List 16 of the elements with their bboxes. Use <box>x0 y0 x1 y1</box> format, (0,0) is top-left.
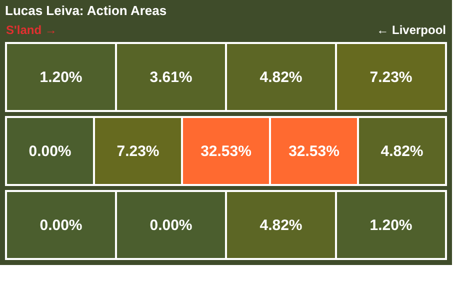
data-label: 3.61% <box>150 69 192 86</box>
data-label: 4.82% <box>260 217 302 234</box>
data-label: 0.00% <box>28 143 72 160</box>
text: Lucas Leiva: Action Areas <box>5 3 167 18</box>
data-label: 7.23% <box>370 69 412 86</box>
data-label: 0.00% <box>150 217 192 234</box>
data-label: 7.23% <box>116 143 160 160</box>
data-label: 32.53% <box>288 143 340 160</box>
data-label: 1.20% <box>40 69 82 86</box>
data-label: 0.00% <box>40 217 82 234</box>
data-label: 32.53% <box>200 143 252 160</box>
text: S'land → <box>6 23 57 37</box>
data-label: 4.82% <box>380 143 424 160</box>
data-label: 1.20% <box>370 217 412 234</box>
text: ← Liverpool <box>376 23 446 37</box>
data-label: 4.82% <box>260 69 302 86</box>
